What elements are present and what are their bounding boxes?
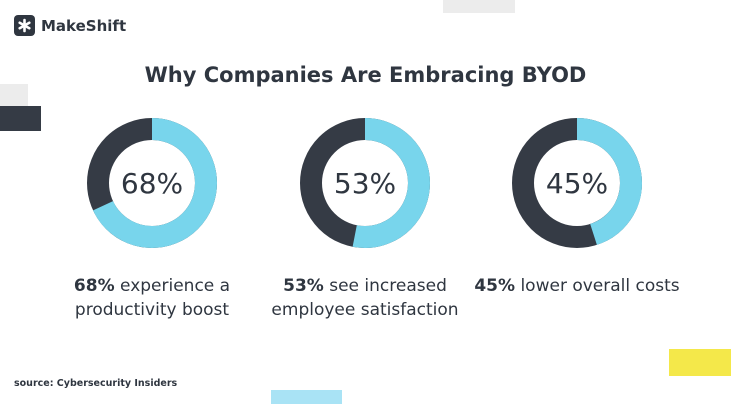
donut-center-label: 68% xyxy=(121,167,183,200)
donut-center-label: 53% xyxy=(334,167,396,200)
caption-text: see increased employee satisfaction xyxy=(271,276,459,320)
decor-block-top xyxy=(443,0,515,13)
donut-chart-2: 53% xyxy=(300,118,430,248)
donut-chart-3: 45% xyxy=(512,118,642,248)
caption-2: 53% see increased employee satisfaction xyxy=(255,274,475,322)
caption-text: experience a productivity boost xyxy=(74,276,231,320)
brand-name: MakeShift xyxy=(41,16,127,35)
donut-value-arc xyxy=(300,118,430,248)
caption-value: 45% xyxy=(474,276,516,296)
brand-logo: MakeShift xyxy=(14,15,126,36)
asterisk-icon xyxy=(14,15,35,36)
decor-block-left-dark xyxy=(0,106,41,131)
caption-value: 68% xyxy=(73,276,115,296)
caption-1: 68% experience a productivity boost xyxy=(42,274,262,322)
caption-3: 45% lower overall costs xyxy=(467,274,687,298)
donut-center-label: 45% xyxy=(546,167,608,200)
caption-text: lower overall costs xyxy=(515,276,680,296)
caption-value: 53% xyxy=(283,276,324,296)
decor-block-right-yellow xyxy=(669,349,731,376)
decor-block-bottom-blue xyxy=(271,390,342,404)
source-note: source: Cybersecurity Insiders xyxy=(14,378,178,389)
donut-value-arc xyxy=(512,118,642,248)
chart-title: Why Companies Are Embracing BYOD xyxy=(144,63,587,87)
decor-block-left-grey xyxy=(0,84,28,106)
donut-value-arc xyxy=(87,118,217,248)
donut-chart-1: 68% xyxy=(87,118,217,248)
